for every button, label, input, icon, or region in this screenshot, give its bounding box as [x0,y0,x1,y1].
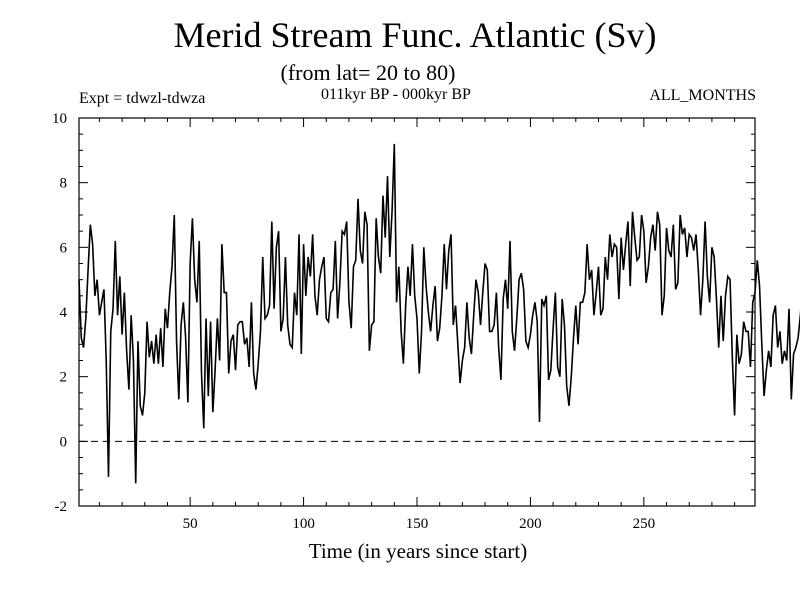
series-line-1 [79,144,800,484]
x-tick-label: 250 [633,516,656,532]
y-tick-label: -2 [55,499,68,515]
y-tick-label: 10 [52,111,67,127]
y-tick-label: 6 [60,240,68,256]
x-tick-label: 50 [183,516,198,532]
x-tick-label: 200 [519,516,542,532]
x-tick-label: 150 [406,516,429,532]
x-tick-label: 100 [292,516,315,532]
y-tick-label: 2 [60,370,68,386]
line-chart: 50 100 150 200 250 -2 0 2 4 6 8 10 Time (in years si… [0,0,800,600]
y-tick-label: 0 [60,434,68,450]
y-tick-label: 8 [60,176,68,192]
y-tick-label: 4 [60,305,68,321]
x-axis-label: Time (in years since start) [309,539,528,563]
